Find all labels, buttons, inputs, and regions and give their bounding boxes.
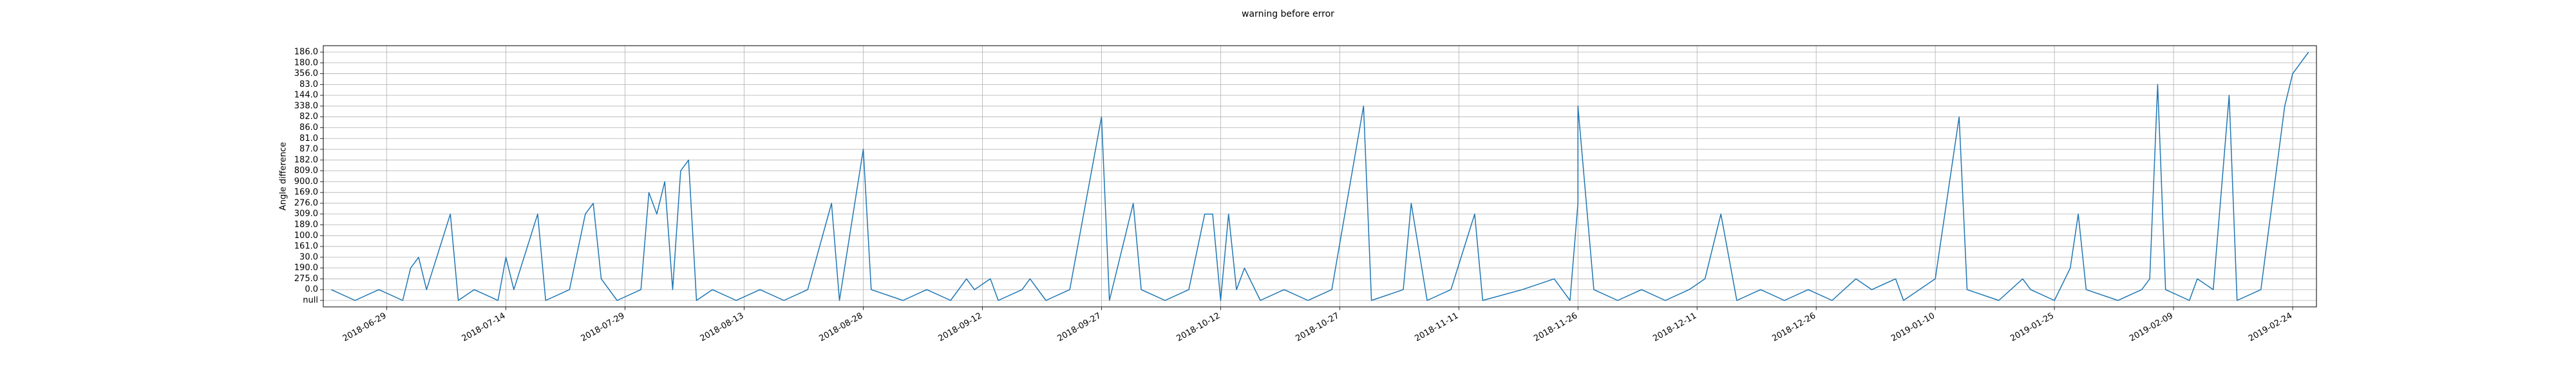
y-tick-label: 186.0: [294, 48, 318, 57]
y-tick-label: 809.0: [294, 166, 318, 176]
x-tick-label: 2018-12-26: [1770, 311, 1817, 344]
y-tick-label: 30.0: [299, 252, 318, 262]
y-tick-label: 81.0: [299, 134, 318, 143]
y-tick-label: 276.0: [294, 198, 318, 208]
y-tick-label: 87.0: [299, 145, 318, 154]
x-tick-label: 2018-09-27: [1056, 311, 1103, 344]
y-tick-label: 180.0: [294, 58, 318, 68]
y-tick-label: 900.0: [294, 177, 318, 187]
line: [330, 51, 2309, 301]
x-tick-label: 2018-10-27: [1294, 311, 1341, 344]
y-tick-label: 338.0: [294, 101, 318, 111]
x-tick-label: 2018-08-13: [699, 311, 746, 344]
y-tick-label: null: [303, 296, 318, 306]
x-tick-label: 2018-12-11: [1651, 311, 1698, 344]
x-tick-label: 2019-01-10: [1889, 311, 1937, 344]
x-tick-label: 2018-09-12: [937, 311, 984, 344]
y-tick-label: 182.0: [294, 155, 318, 165]
chart-title: warning before error: [1242, 9, 1334, 19]
x-tick-label: 2019-02-24: [2247, 311, 2294, 344]
y-tick-label: 100.0: [294, 231, 318, 241]
x-tick-label: 2018-07-14: [460, 311, 507, 344]
x-tick-label: 2018-08-28: [818, 311, 865, 344]
y-axis-label: Angle difference: [279, 142, 289, 210]
y-tick-label: 356.0: [294, 69, 318, 78]
y-tick-label: 86.0: [299, 123, 318, 133]
x-tick-label: 2019-02-09: [2128, 311, 2175, 344]
y-tick-label: 0.0: [305, 285, 318, 295]
x-tick-label: 2018-10-12: [1175, 311, 1222, 344]
y-tick-label: 275.0: [294, 274, 318, 284]
y-tick-label: 161.0: [294, 242, 318, 252]
plot-frame: [323, 45, 2317, 308]
x-tick-label: 2018-06-29: [341, 311, 388, 344]
x-tick-label: 2018-11-11: [1413, 311, 1460, 344]
x-tick-label: 2019-01-25: [2009, 311, 2056, 344]
y-tick-label: 83.0: [299, 80, 318, 89]
y-tick-label: 82.0: [299, 112, 318, 122]
y-tick-label: 169.0: [294, 188, 318, 198]
y-tick-label: 190.0: [294, 263, 318, 273]
x-tick-label: 2018-07-29: [580, 311, 627, 344]
y-tick-label: 189.0: [294, 220, 318, 230]
x-tick-label: 2018-11-26: [1532, 311, 1579, 344]
y-tick-label: 144.0: [294, 91, 318, 100]
y-tick-label: 309.0: [294, 209, 318, 219]
